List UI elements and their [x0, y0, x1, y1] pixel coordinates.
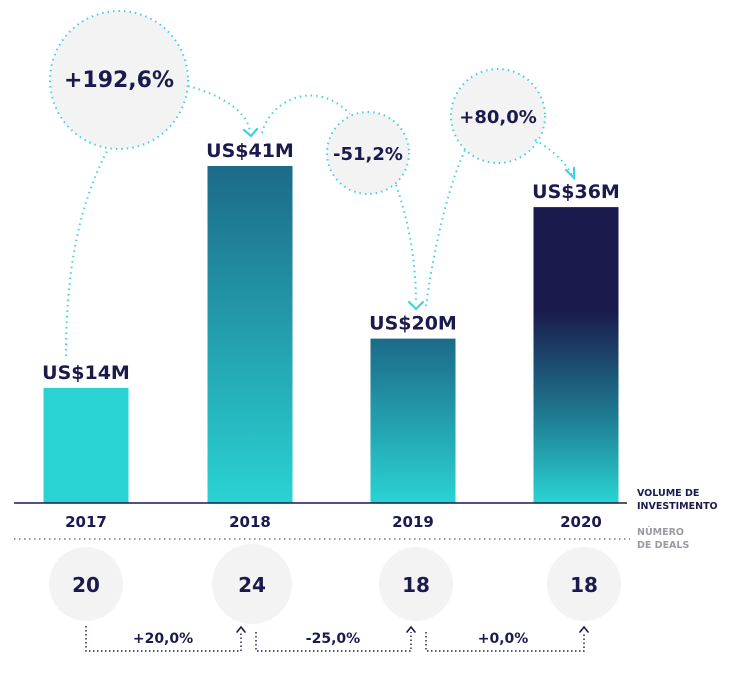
- deal-count-2018: 24: [238, 573, 266, 597]
- x-tick-2020: 2020: [560, 513, 602, 531]
- connector-bubble-2018: [187, 85, 251, 133]
- arrow-2018: [242, 127, 259, 138]
- value-label-2019: US$20M: [369, 313, 457, 335]
- x-tick-2018: 2018: [229, 513, 271, 531]
- bar-2018: [207, 166, 293, 503]
- deal-circle-2017: [49, 547, 123, 621]
- change-label-2018-2019: -51,2%: [333, 144, 403, 165]
- deal-change-2019-2020: +0,0%: [478, 631, 529, 647]
- deal-count-2017: 20: [72, 573, 100, 597]
- deal-circle-2020: [547, 547, 621, 621]
- deal-circle-2019: [379, 547, 453, 621]
- x-tick-labels: 2017 2018 2019 2020: [65, 513, 602, 531]
- deal-bracket-2019-2020: [425, 632, 585, 652]
- deal-bracket-arrows: [236, 625, 589, 633]
- change-bubble-2019-2020: [450, 68, 546, 164]
- arrow-2019: [407, 300, 425, 311]
- deal-count-2020: 18: [570, 573, 598, 597]
- deal-circle-2018: [212, 544, 292, 624]
- connector-2019-2020-up: [425, 147, 467, 307]
- deal-change-2018-2019: -25,0%: [306, 631, 360, 647]
- change-label-2019-2020: +80,0%: [459, 107, 537, 128]
- deals-label-line2: DE DEALS: [637, 540, 689, 551]
- connector-2017-bubble: [65, 148, 109, 357]
- bar-2020: [533, 207, 619, 503]
- value-label-2020: US$36M: [532, 181, 620, 203]
- deal-arrow-2018: [236, 625, 246, 633]
- connector-2018-2019-top: [261, 94, 351, 134]
- deal-change-2017-2018: +20,0%: [133, 631, 193, 647]
- change-label-2017-2018: +192,6%: [64, 68, 174, 93]
- x-tick-2017: 2017: [65, 513, 107, 531]
- deal-circles: 20 24 18 18: [49, 544, 621, 624]
- change-bubble-2018-2019: [326, 111, 410, 195]
- volume-label-line2: INVESTIMENTO: [637, 501, 718, 512]
- bars: US$14M US$41M US$20M US$36M: [42, 140, 620, 503]
- bar-2017: [43, 387, 129, 503]
- deals-label-line1: NÚMERO: [637, 526, 684, 538]
- connectors: [65, 85, 573, 357]
- deal-bracket-2018-2019: [255, 632, 412, 652]
- connector-bubble-2020: [534, 139, 573, 177]
- change-bubbles: [49, 10, 546, 195]
- bar-2019: [370, 338, 456, 503]
- volume-label-line1: VOLUME DE: [637, 488, 699, 499]
- x-tick-2019: 2019: [392, 513, 434, 531]
- arrowheads: [242, 127, 576, 311]
- connector-2019-down: [395, 184, 417, 305]
- value-label-2018: US$41M: [206, 140, 294, 162]
- deal-count-2019: 18: [402, 573, 430, 597]
- deal-arrow-2020: [579, 625, 589, 633]
- deal-brackets: [85, 626, 585, 652]
- arrow-2020: [564, 166, 576, 181]
- deal-bracket-2017-2018: [85, 626, 242, 652]
- change-bubble-2017-2018: [49, 10, 189, 150]
- deal-arrow-2019: [406, 625, 416, 633]
- value-label-2017: US$14M: [42, 362, 130, 384]
